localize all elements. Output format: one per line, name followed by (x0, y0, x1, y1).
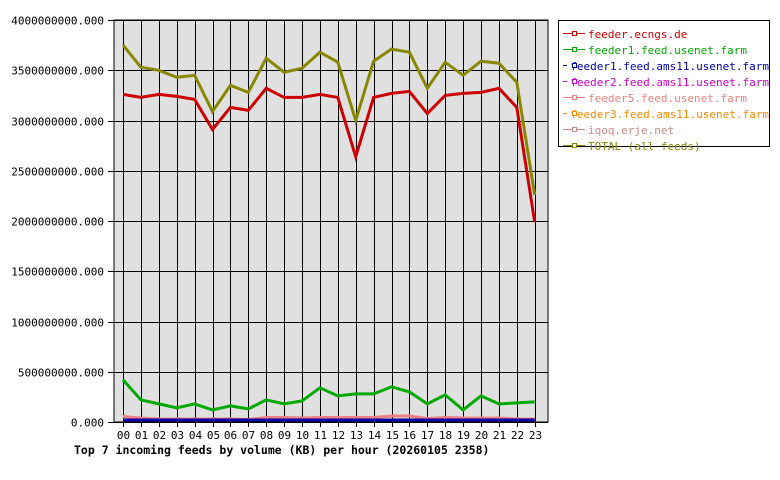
x-tick-label: 12 (332, 429, 345, 442)
legend-item: iqoq.erje.net (559, 122, 769, 138)
x-tick-label: 07 (242, 429, 255, 442)
x-tick-label: 08 (260, 429, 273, 442)
x-tick-label: 01 (135, 429, 148, 442)
legend-item: feeder.ecngs.de (559, 26, 769, 42)
x-tick-label: 16 (403, 429, 416, 442)
legend-swatch-icon (563, 93, 585, 103)
legend-item: TOTAL (all feeds) (559, 138, 769, 154)
chart-title: Top 7 incoming feeds by volume (KB) per … (74, 443, 490, 457)
legend-swatch-icon (563, 141, 585, 151)
x-tick-label: 11 (314, 429, 327, 442)
legend-label: feeder3.feed.ams11.usenet.farm (570, 107, 769, 121)
legend-label: feeder1.feed.ams11.usenet.farm (570, 59, 769, 73)
x-tick-label: 05 (207, 429, 220, 442)
legend-swatch-icon (563, 61, 577, 71)
x-tick-label: 13 (350, 429, 363, 442)
legend-item: feeder1.feed.usenet.farm (559, 42, 769, 58)
legend-item: feeder5.feed.usenet.farm (559, 90, 769, 106)
legend-label: feeder5.feed.usenet.farm (588, 91, 747, 105)
x-tick-label: 21 (493, 429, 506, 442)
y-tick-label: 2000000000.000 (11, 216, 104, 229)
y-tick-label: 2500000000.000 (11, 166, 104, 179)
x-tick-label: 20 (475, 429, 488, 442)
legend-item: feeder2.feed.ams11.usenet.farm (559, 74, 769, 90)
y-tick-label: 4000000000.000 (11, 15, 104, 28)
series-line-total-all-feeds- (121, 44, 537, 196)
x-axis: 00 01 02 03 04 05 06 07 08 09 10 11 12 13 14 15 16 17 18 19… (117, 429, 542, 442)
legend-swatch-icon (563, 45, 585, 55)
y-tick-label: 0.000 (71, 417, 104, 430)
x-tick-label: 04 (189, 429, 203, 442)
x-tick-label: 17 (421, 429, 434, 442)
series-line-feeder1-feed-usenet-farm (121, 378, 535, 412)
x-tick-label: 06 (224, 429, 237, 442)
x-tick-label: 14 (368, 429, 382, 442)
legend-swatch-icon (563, 125, 585, 135)
x-tick-label: 19 (457, 429, 470, 442)
y-tick-label: 3500000000.000 (11, 65, 104, 78)
x-tick-label: 15 (386, 429, 399, 442)
legend-label: feeder1.feed.usenet.farm (588, 43, 747, 57)
series-line-feeder-ecngs-de (122, 86, 537, 223)
x-tick-label: 10 (296, 429, 309, 442)
grid-lines (108, 20, 548, 427)
legend-swatch-icon (563, 109, 577, 119)
series-lines (121, 44, 537, 422)
legend-label: iqoq.erje.net (588, 123, 675, 137)
x-tick-label: 18 (439, 429, 452, 442)
legend-label: feeder.ecngs.de (588, 27, 688, 41)
legend: feeder.ecngs.de feeder1.feed.usenet.farm f… (558, 20, 770, 153)
legend-item: feeder3.feed.ams11.usenet.farm (559, 106, 769, 122)
legend-swatch-icon (563, 77, 577, 87)
y-tick-label: 500000000.000 (18, 367, 104, 380)
legend-label: feeder2.feed.ams11.usenet.farm (570, 75, 769, 89)
x-tick-label: 02 (153, 429, 166, 442)
x-tick-label: 23 (529, 429, 542, 442)
x-tick-label: 03 (171, 429, 184, 442)
y-tick-label: 1000000000.000 (11, 317, 104, 330)
legend-label: TOTAL (all feeds) (588, 139, 701, 153)
x-tick-label: 00 (117, 429, 130, 442)
y-axis: 0.000 500000000.000 1000000000.000 15000000… (11, 15, 104, 430)
legend-swatch-icon (563, 29, 585, 39)
y-tick-label: 3000000000.000 (11, 116, 104, 129)
y-tick-label: 1500000000.000 (11, 266, 104, 279)
legend-item: feeder1.feed.ams11.usenet.farm (559, 58, 769, 74)
x-tick-label: 22 (511, 429, 524, 442)
x-tick-label: 09 (278, 429, 291, 442)
